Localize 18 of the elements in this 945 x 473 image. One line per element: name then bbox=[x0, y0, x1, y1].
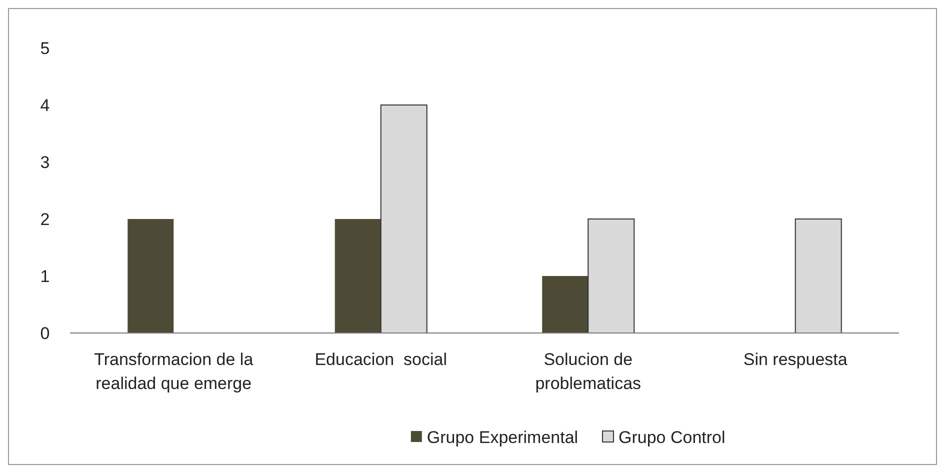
legend-label: Grupo Experimental bbox=[426, 428, 578, 447]
bar bbox=[334, 219, 381, 333]
y-tick-label: 5 bbox=[40, 38, 50, 58]
bar bbox=[794, 218, 842, 334]
x-tick-label: Sin respuesta bbox=[743, 350, 848, 369]
y-tick-label: 4 bbox=[40, 96, 50, 115]
x-tick-label: Solucion de problematicas bbox=[535, 350, 642, 393]
x-tick-label: Transformacion de la realidad que emerge bbox=[94, 350, 254, 393]
y-tick-label: 2 bbox=[40, 210, 50, 229]
x-tick-label: Educacion social bbox=[314, 350, 448, 369]
y-tick-label: 3 bbox=[40, 152, 50, 172]
bar bbox=[588, 218, 635, 334]
legend-label: Grupo Control bbox=[618, 428, 726, 447]
bar bbox=[128, 219, 174, 333]
y-tick-label: 0 bbox=[40, 324, 50, 343]
bar bbox=[542, 276, 588, 333]
bar bbox=[380, 104, 428, 334]
y-tick-label: 1 bbox=[40, 266, 50, 286]
